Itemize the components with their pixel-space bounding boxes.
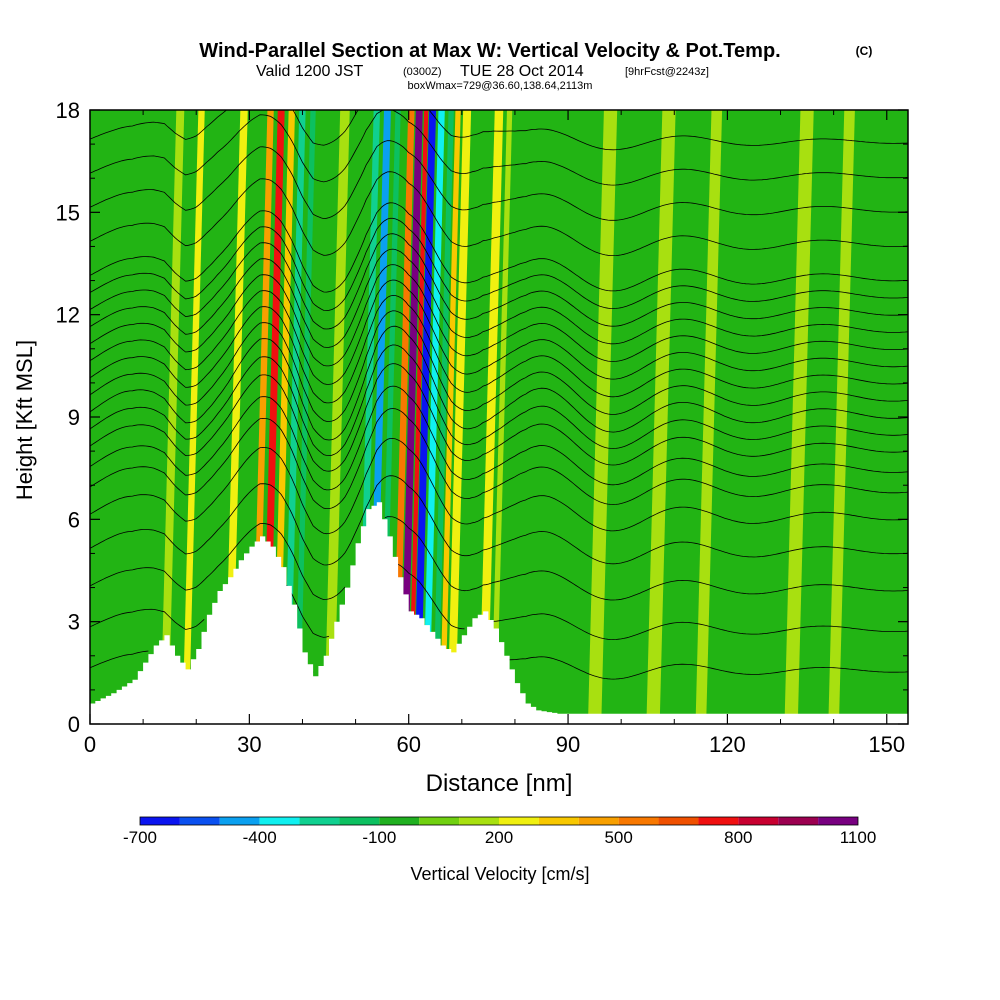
x-tick-label-60: 60 — [396, 732, 420, 757]
colorbar-tick-800: 800 — [724, 828, 752, 847]
colorbar-swatch-15 — [738, 817, 779, 825]
colorbar-swatch-2 — [219, 817, 260, 825]
colorbar-swatch-17 — [818, 817, 858, 825]
velocity-band-26 — [828, 110, 855, 724]
x-axis-ticks: 0 30 60 90 120 150 — [84, 110, 905, 757]
colorbar-swatch-13 — [658, 817, 699, 825]
colorbar-swatch-9 — [499, 817, 539, 825]
colorbar-frame — [139, 816, 859, 826]
velocity-band-8 — [324, 110, 350, 724]
date-label: TUE 28 Oct 2014 — [460, 63, 584, 80]
velocity-band-15 — [413, 110, 437, 724]
colorbar-tick-200: 200 — [485, 828, 513, 847]
colorbar-label: Vertical Velocity [cm/s] — [410, 864, 589, 884]
velocity-band-2 — [224, 110, 248, 724]
chart-subtitle: Valid 1200 JST (0300Z) TUE 28 Oct 2014 [… — [256, 63, 709, 80]
colorbar-swatch-11 — [578, 817, 619, 825]
y-tick-label-3: 3 — [68, 610, 80, 635]
colorbar-swatch-3 — [259, 817, 300, 825]
velocity-band-25 — [784, 110, 814, 724]
colorbar-swatch-8 — [459, 817, 499, 825]
velocity-band-6 — [283, 110, 306, 724]
colorbar-tick-500: 500 — [604, 828, 632, 847]
colorbar-swatch-5 — [339, 817, 380, 825]
colorbar-swatch-4 — [299, 817, 340, 825]
colorbar-swatch-6 — [379, 817, 420, 825]
theta-contour-5 — [90, 408, 908, 509]
y-tick-label-12: 12 — [56, 303, 80, 328]
y-tick-label-9: 9 — [68, 405, 80, 430]
velocity-band-1 — [182, 110, 205, 724]
colorbar-tick--700: -700 — [123, 828, 157, 847]
colorbar-tick--100: -100 — [362, 828, 396, 847]
velocity-band-23 — [646, 110, 676, 724]
colorbar-swatch-1 — [179, 817, 220, 825]
theta-contours — [90, 110, 908, 680]
forecast-label: [9hrFcst@2243z] — [625, 66, 709, 78]
theta-contour-2 — [90, 516, 908, 601]
zulu-time-label: (0300Z) — [403, 66, 442, 78]
colorbar-swatch-7 — [419, 817, 460, 825]
velocity-band-20 — [478, 110, 504, 724]
x-tick-label-90: 90 — [556, 732, 580, 757]
velocity-band-21 — [491, 110, 513, 724]
theta-contour-12 — [90, 279, 908, 385]
theta-contour-3 — [90, 475, 908, 566]
theta-contour-16 — [90, 217, 908, 311]
y-tick-label-0: 0 — [68, 712, 80, 737]
colorbar-tick-labels: -700 -400 -100 200 500 800 1100 — [123, 828, 876, 847]
x-tick-label-30: 30 — [237, 732, 261, 757]
theta-contour-18 — [90, 171, 908, 256]
colorbar-swatch-16 — [778, 817, 819, 825]
y-tick-label-15: 15 — [56, 200, 80, 225]
x-tick-label-0: 0 — [84, 732, 96, 757]
velocity-band-14 — [408, 110, 429, 724]
colorbar-swatch-12 — [618, 817, 659, 825]
theta-contour-4 — [90, 437, 908, 535]
theta-contour-15 — [90, 233, 908, 330]
velocity-band-17 — [432, 110, 454, 724]
theta-contour-9 — [90, 325, 908, 441]
theta-contour-19 — [90, 140, 908, 221]
colorbar-tick--400: -400 — [243, 828, 277, 847]
colorbar-tick-1100: 1100 — [840, 828, 877, 847]
theta-contour-6 — [90, 385, 908, 491]
box-wmax-label: boxWmax=729@36.60,138.64,2113m — [408, 80, 593, 92]
theta-contour-11 — [90, 294, 908, 404]
velocity-band-19 — [447, 110, 472, 724]
velocity-band-24 — [695, 110, 723, 724]
terrain-profile — [90, 502, 908, 724]
colorbar-swatch-10 — [538, 817, 579, 825]
copyright-mark: (C) — [856, 44, 873, 58]
y-axis-label: Height [Kft MSL] — [12, 340, 37, 500]
y-tick-label-6: 6 — [68, 507, 80, 532]
theta-contour-13 — [90, 264, 908, 367]
plot-area — [90, 110, 908, 724]
velocity-band-22 — [587, 110, 618, 724]
colorbar — [139, 816, 859, 826]
theta-contour-8 — [90, 344, 908, 457]
x-tick-label-120: 120 — [709, 732, 746, 757]
y-tick-label-18: 18 — [56, 98, 80, 123]
theta-contour-20 — [90, 110, 908, 186]
colorbar-swatch-14 — [698, 817, 739, 825]
valid-time-label: Valid 1200 JST — [256, 63, 364, 80]
y-axis-ticks: 0 3 6 9 12 15 18 — [56, 98, 908, 737]
theta-contour-14 — [90, 248, 908, 348]
theta-contour-1 — [90, 562, 908, 641]
theta-contour-17 — [90, 202, 908, 293]
chart-title: Wind-Parallel Section at Max W: Vertical… — [199, 40, 780, 62]
colorbar-swatch-0 — [140, 817, 180, 825]
velocity-band-0 — [160, 110, 185, 724]
theta-contour-7 — [90, 363, 908, 472]
x-axis-label: Distance [nm] — [426, 770, 573, 797]
x-tick-label-150: 150 — [868, 732, 905, 757]
theta-contour-10 — [90, 310, 908, 422]
